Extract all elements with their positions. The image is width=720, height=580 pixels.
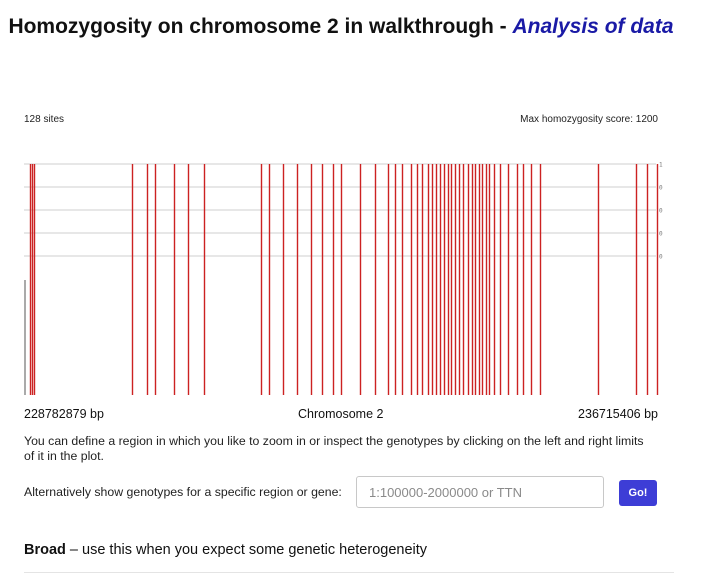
- region-label: Alternatively show genotypes for a speci…: [24, 485, 342, 499]
- left-bp-label: 228782879 bp: [24, 407, 104, 421]
- y-tick-label: 1.0: [659, 162, 664, 169]
- region-input[interactable]: [356, 476, 604, 508]
- y-tick-label: 0.9: [659, 185, 664, 192]
- max-score: Max homozygosity score: 1200: [520, 114, 658, 125]
- page-title: Homozygosity on chromosome 2 in walkthro…: [0, 14, 682, 39]
- divider: [24, 572, 674, 573]
- instructions-text: You can define a region in which you lik…: [24, 434, 644, 463]
- section-description: – use this when you expect some genetic …: [65, 542, 428, 558]
- right-bp-label: 236715406 bp: [578, 407, 658, 421]
- homozygosity-plot[interactable]: 1.0 0.9 0.8 0.7 0.6: [24, 160, 664, 400]
- sites-count: 128 sites: [24, 114, 65, 125]
- go-button[interactable]: Go!: [619, 480, 657, 506]
- section-heading: Broad – use this when you expect some ge…: [24, 542, 427, 558]
- y-tick-label: 0.8: [659, 208, 664, 215]
- chromosome-label: Chromosome 2: [298, 407, 384, 421]
- analysis-link[interactable]: Analysis of data: [512, 15, 674, 38]
- y-tick-label: 0.6: [659, 254, 664, 261]
- section-title: Broad: [24, 542, 66, 558]
- y-tick-label: 0.7: [659, 231, 664, 238]
- page-title-text: Homozygosity on chromosome 2 in walkthro…: [8, 15, 513, 38]
